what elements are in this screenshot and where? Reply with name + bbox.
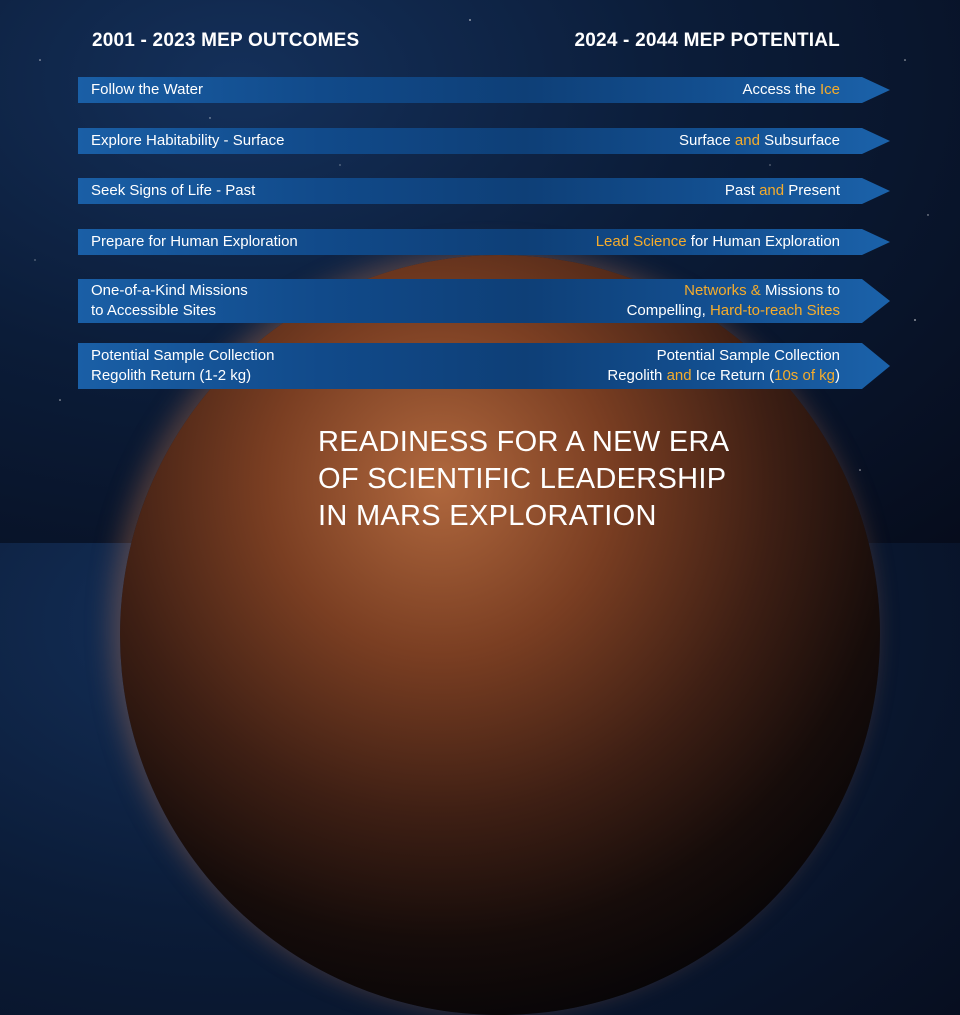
outcome-line: Explore Habitability - Surface bbox=[91, 132, 285, 149]
potential-line: Potential Sample Collection bbox=[657, 346, 840, 366]
footer-line: OF SCIENTIFIC LEADERSHIP bbox=[318, 463, 727, 495]
arrow-row: Seek Signs of Life - Past Past and Presen… bbox=[78, 178, 890, 204]
potential-line: Networks & Missions to bbox=[684, 281, 840, 301]
outcome-text: Potential Sample Collection Regolith Retu… bbox=[91, 343, 274, 389]
outcome-line: Prepare for Human Exploration bbox=[91, 233, 298, 250]
outcome-text: Prepare for Human Exploration bbox=[91, 229, 298, 255]
outcome-line: Seek Signs of Life - Past bbox=[91, 182, 256, 199]
highlight-text: Networks & bbox=[684, 282, 761, 299]
potential-text: Networks & Missions to Compelling, Hard-t… bbox=[627, 279, 840, 323]
outcome-line: One-of-a-Kind Missions bbox=[91, 282, 248, 299]
highlight-text: Lead Science bbox=[595, 233, 687, 250]
outcome-line: to Accessible Sites bbox=[91, 302, 217, 319]
potential-text: Potential Sample Collection Regolith and … bbox=[607, 343, 840, 389]
outcomes-header: 2001 - 2023 MEP OUTCOMES bbox=[92, 30, 360, 51]
outcome-line: Potential Sample Collection bbox=[91, 347, 275, 364]
footer-line: IN MARS EXPLORATION bbox=[318, 500, 657, 532]
potential-line: Access the Ice bbox=[742, 80, 840, 100]
outcome-line: Regolith Return (1-2 kg) bbox=[91, 367, 252, 384]
potential-text: Surface and Subsurface bbox=[679, 128, 840, 154]
highlight-text: 10s of kg bbox=[774, 367, 835, 384]
highlight-text: Ice bbox=[819, 81, 840, 98]
highlight-text: and bbox=[759, 182, 785, 199]
highlight-text: and bbox=[666, 367, 692, 384]
footer-statement: READINESS FOR A NEW ERA OF SCIENTIFIC LE… bbox=[318, 424, 729, 535]
potential-line: Regolith and Ice Return (10s of kg) bbox=[607, 366, 840, 386]
potential-segment: Potential Sample Collection bbox=[656, 347, 840, 364]
outcome-text: Explore Habitability - Surface bbox=[91, 128, 284, 154]
potential-text: Access the Ice bbox=[742, 77, 840, 103]
footer-line: READINESS FOR A NEW ERA bbox=[318, 426, 730, 458]
arrow-row: Potential Sample Collection Regolith Retu… bbox=[78, 343, 890, 389]
outcome-line: Follow the Water bbox=[91, 81, 203, 98]
arrow-row: Prepare for Human Exploration Lead Scienc… bbox=[78, 229, 890, 255]
arrow-row: Follow the Water Access the Ice bbox=[78, 77, 890, 103]
potential-text: Lead Science for Human Exploration bbox=[596, 229, 840, 255]
arrow-row: Explore Habitability - Surface Surface an… bbox=[78, 128, 890, 154]
potential-line: Compelling, Hard-to-reach Sites bbox=[627, 301, 840, 321]
potential-line: Surface and Subsurface bbox=[679, 131, 840, 151]
potential-header: 2024 - 2044 MEP POTENTIAL bbox=[574, 30, 840, 51]
potential-segment: Ice Return ( bbox=[691, 367, 775, 384]
potential-segment: Access the bbox=[742, 81, 820, 98]
potential-segment: Missions to bbox=[760, 282, 840, 299]
potential-segment: Past bbox=[724, 182, 760, 199]
potential-segment: Surface bbox=[679, 132, 735, 149]
potential-line: Lead Science for Human Exploration bbox=[596, 232, 840, 252]
potential-line: Past and Present bbox=[725, 181, 840, 201]
highlight-text: Hard-to-reach Sites bbox=[709, 302, 840, 319]
potential-segment: Present bbox=[784, 182, 840, 199]
potential-segment: for Human Exploration bbox=[686, 233, 840, 250]
outcome-text: Seek Signs of Life - Past bbox=[91, 178, 255, 204]
outcome-text: One-of-a-Kind Missions to Accessible Site… bbox=[91, 279, 248, 323]
potential-segment: Subsurface bbox=[759, 132, 840, 149]
potential-segment: Regolith bbox=[607, 367, 667, 384]
potential-segment: ) bbox=[835, 367, 840, 384]
potential-text: Past and Present bbox=[725, 178, 840, 204]
highlight-text: and bbox=[734, 132, 760, 149]
potential-segment: Compelling, bbox=[626, 302, 710, 319]
arrow-row: One-of-a-Kind Missions to Accessible Site… bbox=[78, 279, 890, 323]
outcome-text: Follow the Water bbox=[91, 77, 203, 103]
